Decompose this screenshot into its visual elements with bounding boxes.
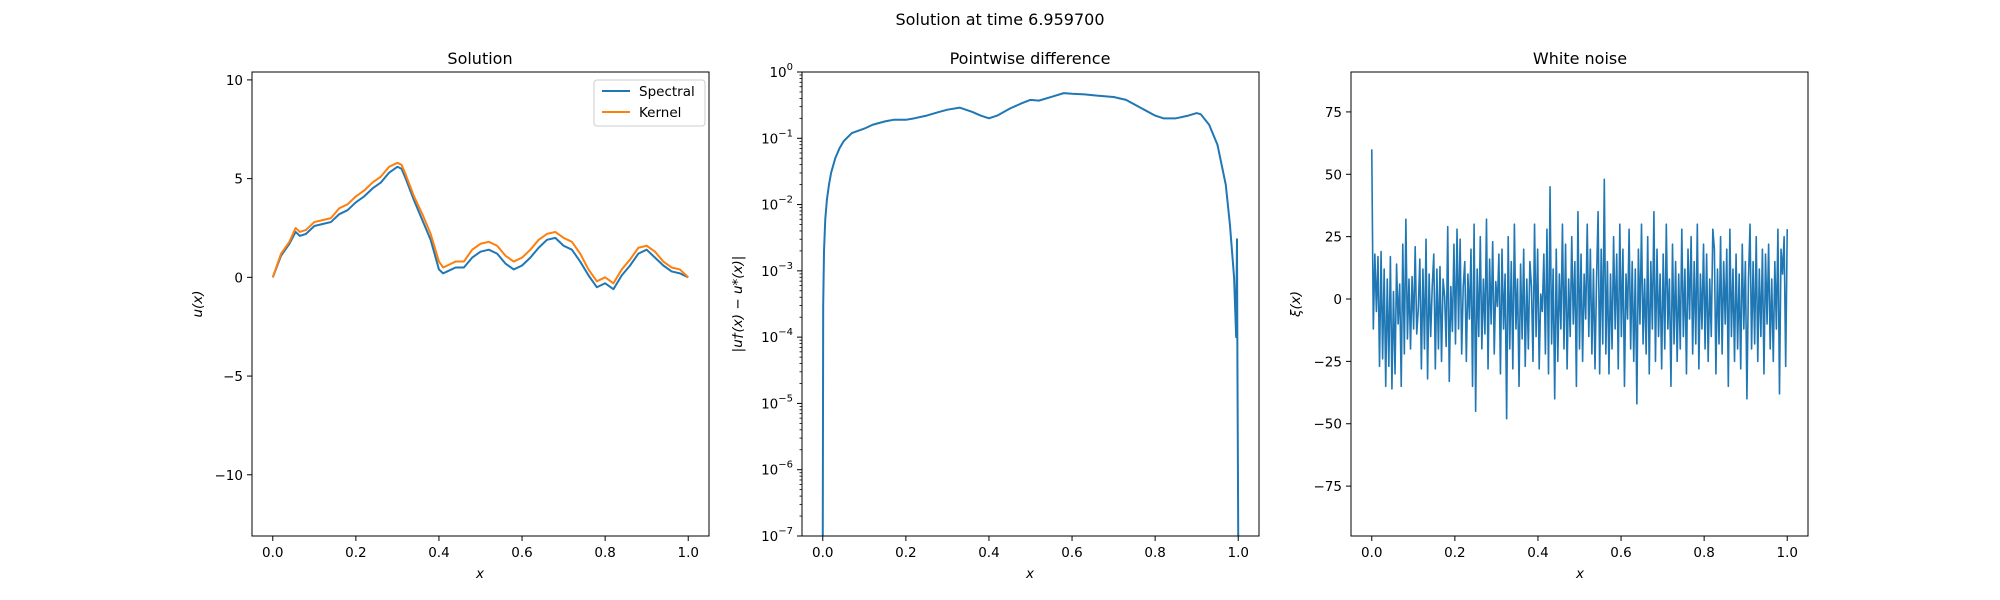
axes-frame xyxy=(801,71,1260,537)
x-tick-label: 0.4 xyxy=(978,545,999,561)
y-tick-label: −10 xyxy=(215,468,244,484)
y-axis-label: |u†(x) − u*(x)| xyxy=(730,256,746,353)
axes-frame xyxy=(251,71,710,537)
panel-white-noise: White noise x ξ(x) 0.0 0.2 0.4 0.6 0.8 1.0 75 5… xyxy=(1288,49,1809,582)
y-tick-label: −50 xyxy=(1314,417,1343,433)
figure-suptitle: Solution at time 6.959700 xyxy=(895,10,1104,29)
y-tick-label: 25 xyxy=(1325,230,1342,246)
x-tick-label: 0.2 xyxy=(895,545,916,561)
y-tick-label: 10−5 xyxy=(761,393,793,412)
series-line xyxy=(1370,149,1789,420)
x-tick-label: 1.0 xyxy=(677,545,698,561)
y-tick-label: 10−2 xyxy=(761,195,793,214)
x-tick-label: 0.4 xyxy=(428,545,449,561)
x-tick-label: 0.8 xyxy=(1144,545,1165,561)
x-tick-label: 0.2 xyxy=(1444,545,1465,561)
panel-title: White noise xyxy=(1533,49,1627,68)
y-tick-label: 10−6 xyxy=(761,460,793,479)
legend: Spectral Kernel xyxy=(593,79,706,127)
y-tick-label: 75 xyxy=(1325,105,1342,121)
x-tick-label: 0.6 xyxy=(1610,545,1631,561)
y-tick-label: 0 xyxy=(1333,292,1342,308)
x-tick-label: 0.0 xyxy=(812,545,833,561)
y-tick-label: 10−1 xyxy=(761,128,793,147)
x-tick-label: 0.8 xyxy=(594,545,615,561)
y-tick-label: 10−7 xyxy=(761,526,793,545)
axes-frame xyxy=(1350,71,1809,537)
y-tick-label: −75 xyxy=(1314,479,1343,495)
y-tick-label: 10 xyxy=(226,73,243,89)
series-kernel xyxy=(271,161,689,285)
panel-title: Solution xyxy=(447,49,512,68)
y-tick-label: 50 xyxy=(1325,167,1342,183)
series-spectral xyxy=(271,165,689,291)
x-tick-label: 0.6 xyxy=(1061,545,1082,561)
panel-solution: Solution x u(x) 0.0 0.2 0.4 0.6 0.8 1.0 10 5 0 −5… xyxy=(190,49,710,582)
x-tick-label: 1.0 xyxy=(1776,545,1797,561)
y-tick-label: 5 xyxy=(234,172,243,188)
series-line xyxy=(821,92,1240,536)
x-axis-label: x xyxy=(1575,566,1585,582)
x-axis-label: x xyxy=(475,566,485,582)
y-tick-label: 0 xyxy=(234,270,243,286)
x-tick-label: 0.0 xyxy=(262,545,283,561)
y-tick-label: 10−3 xyxy=(761,261,793,280)
x-tick-label: 0.2 xyxy=(345,545,366,561)
x-tick-label: 0.6 xyxy=(511,545,532,561)
x-tick-label: 0.0 xyxy=(1361,545,1382,561)
y-tick-label: 100 xyxy=(769,62,793,81)
panel-title: Pointwise difference xyxy=(950,49,1111,68)
y-tick-label: −25 xyxy=(1314,354,1343,370)
y-tick-label: 10−4 xyxy=(761,327,793,346)
legend-label-spectral: Spectral xyxy=(639,84,695,100)
y-axis-label: u(x) xyxy=(190,290,206,317)
y-axis-label: ξ(x) xyxy=(1288,291,1304,318)
panel-pointwise-difference: Pointwise difference x |u†(x) − u*(x)| 0… xyxy=(730,49,1260,582)
x-tick-label: 0.4 xyxy=(1527,545,1548,561)
x-tick-label: 0.8 xyxy=(1693,545,1714,561)
x-axis-label: x xyxy=(1025,566,1035,582)
legend-label-kernel: Kernel xyxy=(639,105,681,121)
y-tick-label: −5 xyxy=(223,369,243,385)
x-tick-label: 1.0 xyxy=(1227,545,1248,561)
